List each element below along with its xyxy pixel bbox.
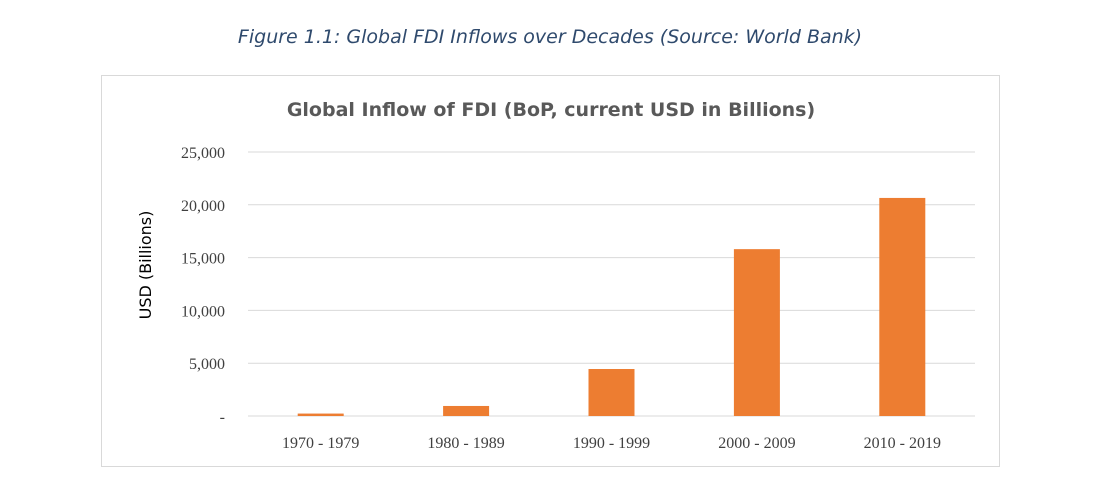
y-tick-label: -: [220, 409, 225, 426]
bar: [588, 369, 635, 416]
x-tick-label: 1990 - 1999: [573, 435, 650, 452]
bar-chart: Global Inflow of FDI (BoP, current USD i…: [136, 99, 975, 452]
x-tick-label: 1980 - 1989: [427, 435, 504, 452]
x-tick-label: 1970 - 1979: [282, 435, 359, 452]
chart-title: Global Inflow of FDI (BoP, current USD i…: [287, 99, 815, 121]
bar: [443, 405, 490, 416]
y-tick-label: 10,000: [181, 303, 225, 320]
x-tick-label: 2000 - 2009: [718, 435, 795, 452]
y-tick-label: 20,000: [181, 198, 225, 215]
y-axis-title: USD (Billions): [136, 211, 155, 320]
y-axis-ticks: - 5,000 10,000 15,000 20,000 25,000: [181, 145, 225, 426]
y-tick-label: 5,000: [189, 356, 225, 373]
bar: [879, 197, 926, 416]
x-tick-label: 2010 - 2019: [864, 435, 941, 452]
bar: [733, 249, 780, 416]
bar: [297, 413, 344, 416]
y-tick-label: 25,000: [181, 145, 225, 162]
y-tick-label: 15,000: [181, 251, 225, 268]
bars: [297, 197, 926, 416]
figure-caption: Figure 1.1: Global FDI Inflows over Deca…: [237, 26, 863, 48]
x-axis-ticks: 1970 - 1979 1980 - 1989 1990 - 1999 2000 - …: [282, 435, 941, 452]
chart-frame: Global Inflow of FDI (BoP, current USD i…: [101, 75, 1000, 467]
gridlines: [248, 151, 975, 417]
